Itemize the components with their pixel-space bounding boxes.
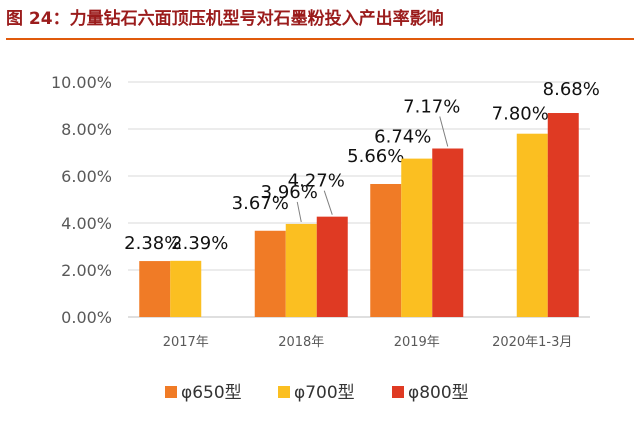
label-leader-line <box>296 201 302 223</box>
data-label: 2.39% <box>171 233 228 254</box>
x-tick-label: 2017年 <box>163 335 209 350</box>
legend-swatch <box>165 386 177 398</box>
data-label: 2.38% <box>124 233 181 254</box>
y-tick-label: 0.00% <box>61 308 112 327</box>
legend-label: φ800型 <box>408 383 469 403</box>
bar <box>547 113 579 318</box>
y-tick-label: 2.00% <box>61 261 112 280</box>
x-tick-label: 2020年1-3月 <box>492 335 572 350</box>
data-label: 8.68% <box>543 79 600 100</box>
legend-swatch <box>278 386 290 398</box>
legend-label: φ650型 <box>181 383 242 403</box>
y-tick-label: 6.00% <box>61 167 112 186</box>
data-label: 3.67% <box>232 193 289 214</box>
legend-swatch <box>392 386 404 398</box>
title-underline <box>6 38 634 40</box>
bar <box>254 230 286 317</box>
data-label: 6.74% <box>374 127 431 148</box>
y-tick-label: 4.00% <box>61 214 112 233</box>
bar <box>401 158 433 317</box>
data-label: 3.96% <box>261 182 318 203</box>
x-tick-label: 2019年 <box>394 335 440 350</box>
data-label: 7.17% <box>403 97 460 118</box>
label-leader-line <box>323 190 333 215</box>
bar <box>370 183 402 317</box>
bar <box>285 223 317 317</box>
figure-title: 图 24：力量钻石六面顶压机型号对石墨粉投入产出率影响 <box>6 9 444 29</box>
y-tick-label: 10.00% <box>51 73 112 92</box>
y-tick-label: 8.00% <box>61 120 112 139</box>
bar <box>170 260 202 317</box>
data-label: 4.27% <box>288 171 345 192</box>
x-tick-label: 2018年 <box>278 335 324 350</box>
bar <box>432 148 464 317</box>
bar <box>139 261 171 317</box>
data-label: 7.80% <box>492 104 549 125</box>
bar <box>316 216 348 317</box>
bar <box>516 133 548 317</box>
label-leader-line <box>439 116 449 147</box>
legend-label: φ700型 <box>294 383 355 403</box>
data-label: 5.66% <box>347 146 404 167</box>
